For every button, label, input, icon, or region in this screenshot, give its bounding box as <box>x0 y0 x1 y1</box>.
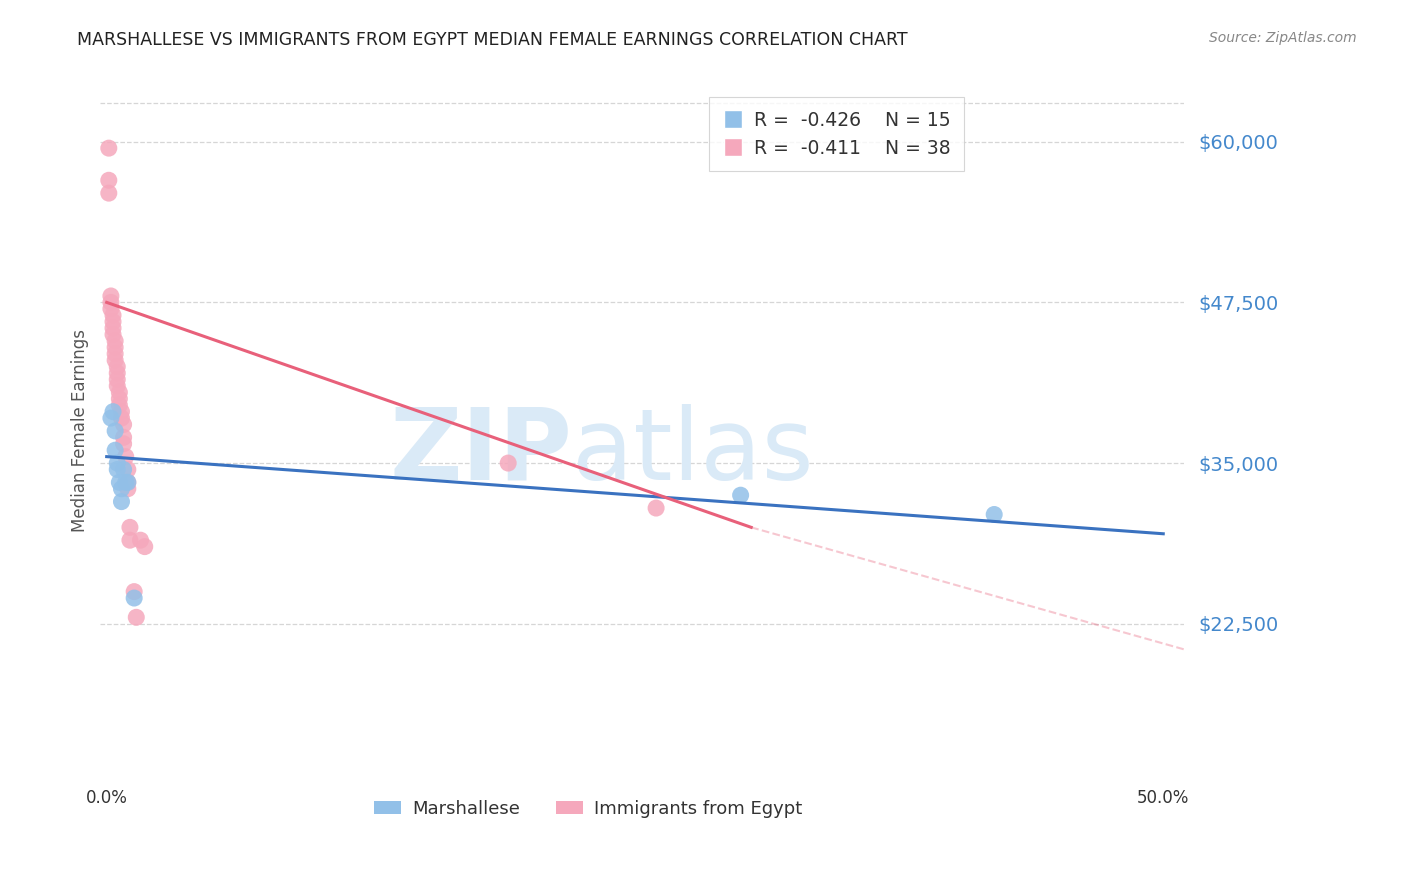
Point <box>101 315 124 329</box>
Point <box>104 443 127 458</box>
Point <box>97 141 120 155</box>
Point <box>108 392 131 406</box>
Point <box>496 456 519 470</box>
Point <box>105 366 128 380</box>
Point <box>730 488 752 502</box>
Point <box>125 610 148 624</box>
Point <box>983 508 1005 522</box>
Point <box>105 372 128 386</box>
Point <box>101 308 124 322</box>
Point <box>122 584 145 599</box>
Point <box>645 501 668 516</box>
Point <box>112 437 135 451</box>
Point <box>100 301 122 316</box>
Point <box>108 385 131 400</box>
Point <box>97 186 120 201</box>
Point <box>110 494 132 508</box>
Point <box>129 533 152 548</box>
Point <box>105 379 128 393</box>
Point <box>104 347 127 361</box>
Point <box>118 533 141 548</box>
Point <box>114 450 136 464</box>
Point <box>105 359 128 374</box>
Point <box>122 591 145 605</box>
Point <box>117 462 139 476</box>
Point <box>105 456 128 470</box>
Point <box>114 475 136 490</box>
Point <box>97 173 120 187</box>
Point <box>117 482 139 496</box>
Text: atlas: atlas <box>572 404 814 500</box>
Point <box>112 430 135 444</box>
Text: Source: ZipAtlas.com: Source: ZipAtlas.com <box>1209 31 1357 45</box>
Point <box>100 295 122 310</box>
Point <box>100 411 122 425</box>
Point <box>108 475 131 490</box>
Point <box>134 540 156 554</box>
Point <box>112 417 135 432</box>
Point <box>105 462 128 476</box>
Point <box>110 411 132 425</box>
Point <box>104 334 127 348</box>
Point <box>101 404 124 418</box>
Point <box>117 475 139 490</box>
Point <box>100 289 122 303</box>
Point <box>110 404 132 418</box>
Point <box>104 340 127 354</box>
Text: ZIP: ZIP <box>389 404 572 500</box>
Point <box>112 462 135 476</box>
Text: MARSHALLESE VS IMMIGRANTS FROM EGYPT MEDIAN FEMALE EARNINGS CORRELATION CHART: MARSHALLESE VS IMMIGRANTS FROM EGYPT MED… <box>77 31 908 49</box>
Point <box>108 398 131 412</box>
Point <box>117 475 139 490</box>
Point <box>118 520 141 534</box>
Point <box>110 482 132 496</box>
Point <box>101 321 124 335</box>
Point <box>104 353 127 368</box>
Point <box>104 424 127 438</box>
Y-axis label: Median Female Earnings: Median Female Earnings <box>72 329 89 533</box>
Legend: Marshallese, Immigrants from Egypt: Marshallese, Immigrants from Egypt <box>367 792 810 825</box>
Point <box>101 327 124 342</box>
